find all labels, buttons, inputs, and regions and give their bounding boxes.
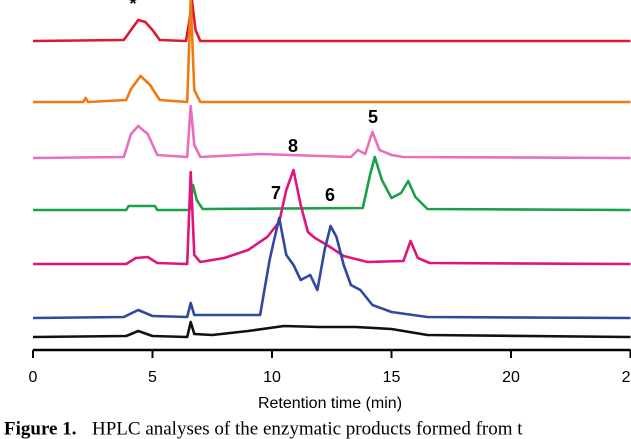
x-tick-label: 15 bbox=[383, 369, 401, 386]
trace bbox=[33, 0, 631, 104]
trace bbox=[33, 168, 631, 266]
caption: HPLC analyses of the enzymatic products … bbox=[92, 418, 523, 439]
peak-annotation: 5 bbox=[368, 107, 378, 127]
x-tick-label: 5 bbox=[148, 369, 157, 386]
peak-annotation: * bbox=[129, 0, 136, 14]
trace bbox=[32, 0, 631, 43]
x-tick-label: 10 bbox=[263, 369, 281, 386]
x-tick-label: 0 bbox=[29, 369, 38, 386]
x-tick-label: 20 bbox=[502, 369, 520, 386]
trace bbox=[32, 104, 631, 160]
trace bbox=[33, 155, 631, 212]
x-tick-label: 25 bbox=[622, 369, 631, 386]
x-axis-label: Retention time (min) bbox=[258, 395, 402, 412]
peak-annotation: 6 bbox=[325, 185, 335, 205]
trace bbox=[32, 216, 631, 320]
trace bbox=[32, 320, 631, 339]
peak-annotation: 8 bbox=[288, 136, 298, 156]
peak-annotation: 7 bbox=[271, 183, 281, 203]
caption-label: Figure 1. bbox=[4, 418, 76, 439]
